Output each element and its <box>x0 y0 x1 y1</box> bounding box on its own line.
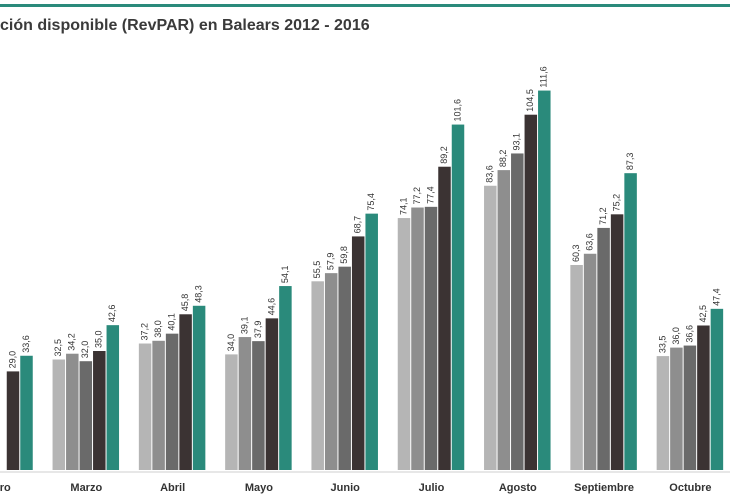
x-tick-label: Julio <box>419 482 445 494</box>
value-label: 111,6 <box>539 66 549 87</box>
value-label: 42,6 <box>107 305 117 323</box>
value-label: 29,0 <box>7 351 17 369</box>
bar <box>697 325 710 470</box>
value-label: 36,6 <box>684 325 694 343</box>
value-label: 89,2 <box>439 146 449 164</box>
bar <box>397 218 411 470</box>
bar <box>311 281 324 470</box>
value-label: 55,5 <box>312 261 322 279</box>
value-label: 63,6 <box>584 233 594 251</box>
top-rule <box>0 4 730 7</box>
bar <box>338 266 351 470</box>
value-label: 45,8 <box>180 294 190 312</box>
bar <box>583 253 597 470</box>
value-label: 42,5 <box>698 305 708 323</box>
bar <box>138 343 152 470</box>
value-label: 37,2 <box>139 323 149 341</box>
value-label: 74,1 <box>398 198 408 216</box>
bar <box>597 227 610 470</box>
bar <box>52 359 66 470</box>
bar <box>192 305 206 470</box>
x-tick-label: Mayo <box>245 482 273 494</box>
x-tick-label: Octubre <box>669 482 711 494</box>
value-label: 54,1 <box>280 266 290 284</box>
bar <box>238 337 252 470</box>
value-label: 36,0 <box>671 327 681 345</box>
bar <box>351 236 365 470</box>
bar <box>6 371 20 470</box>
value-label: 35,0 <box>94 330 104 348</box>
value-label: 57,9 <box>326 253 336 271</box>
bar <box>252 341 265 470</box>
x-tick-label: Junio <box>331 482 361 494</box>
bar <box>179 314 192 470</box>
value-label: 47,4 <box>711 288 721 306</box>
value-label: 32,0 <box>80 341 90 359</box>
bar <box>152 340 165 470</box>
value-label: 59,8 <box>339 246 349 264</box>
bar <box>20 355 33 470</box>
bar <box>710 308 724 470</box>
x-tick-label: Agosto <box>499 482 537 494</box>
bar <box>524 114 538 470</box>
value-label: 37,9 <box>253 321 263 339</box>
value-label: 34,0 <box>226 334 236 352</box>
bar <box>365 213 378 470</box>
bar <box>324 273 338 470</box>
bar <box>165 333 179 470</box>
value-label: 77,2 <box>412 187 422 205</box>
value-label: 38,0 <box>153 320 163 338</box>
bar <box>79 361 93 470</box>
value-label: 39,1 <box>239 317 249 335</box>
bar <box>93 351 106 470</box>
bar <box>451 124 465 470</box>
x-tick-label: Marzo <box>70 482 102 494</box>
value-label: 40,1 <box>166 313 176 331</box>
value-label: 83,6 <box>485 165 495 183</box>
x-tick-label: rero <box>0 482 11 494</box>
value-label: 101,6 <box>452 99 462 122</box>
value-label: 32,5 <box>53 339 63 357</box>
bar <box>610 214 624 470</box>
value-label: 34,2 <box>67 333 77 351</box>
value-label: 71,2 <box>598 207 608 225</box>
chart-title: ción disponible (RevPAR) en Balears 2012… <box>0 17 370 34</box>
value-label: 33,5 <box>657 336 667 354</box>
x-tick-label: Septiembre <box>574 482 634 494</box>
value-label: 75,4 <box>366 193 376 211</box>
bar <box>265 318 279 470</box>
bar <box>411 207 424 470</box>
value-label: 68,7 <box>353 216 363 234</box>
bar <box>484 185 497 470</box>
value-label: 44,6 <box>266 298 276 316</box>
bar <box>279 286 292 470</box>
bar <box>438 166 451 470</box>
bar <box>656 356 670 470</box>
x-tick-label: Abril <box>160 482 185 494</box>
bar <box>624 173 637 470</box>
bar <box>225 354 238 470</box>
bar <box>683 345 697 470</box>
value-label: 104,5 <box>525 89 535 112</box>
value-label: 87,3 <box>625 153 635 171</box>
bar <box>670 347 683 470</box>
value-label: 93,1 <box>512 133 522 151</box>
bar <box>66 353 79 470</box>
bar <box>424 206 438 470</box>
value-label: 75,2 <box>611 194 621 212</box>
value-label: 33,6 <box>21 335 31 353</box>
bar <box>106 325 120 470</box>
value-label: 60,3 <box>571 244 581 262</box>
bar <box>570 264 583 470</box>
value-label: 77,4 <box>425 186 435 204</box>
bar <box>497 170 511 470</box>
value-label: 88,2 <box>498 150 508 168</box>
value-label: 48,3 <box>193 285 203 303</box>
bar <box>511 153 524 470</box>
bar <box>538 90 551 470</box>
